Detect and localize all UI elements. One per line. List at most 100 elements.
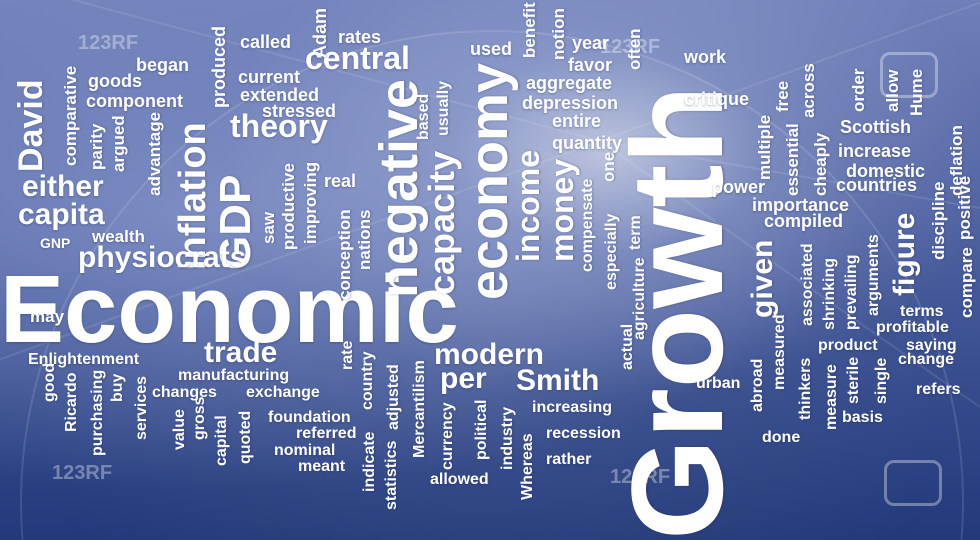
word-arguments: arguments	[865, 234, 882, 316]
word-indicate: indicate	[361, 431, 378, 492]
word-compare: compare	[957, 247, 976, 318]
word-modern: modern	[434, 338, 545, 371]
word-economy: economy	[459, 62, 519, 300]
word-entire: entire	[552, 111, 602, 131]
word-productive: productive	[279, 163, 298, 250]
word-wealth: wealth	[92, 227, 145, 246]
word-goods: goods	[88, 71, 142, 91]
word-smith: Smith	[516, 364, 600, 397]
word-money: money	[544, 158, 580, 262]
word-either: either	[22, 170, 104, 203]
word-services: services	[133, 375, 150, 440]
word-rather: rather	[546, 451, 592, 468]
word-order: order	[849, 68, 868, 112]
watermark-camera-icon	[884, 460, 942, 506]
word-thinkers: thinkers	[797, 357, 814, 420]
word-gnp: GNP	[40, 235, 71, 251]
word-usually: usually	[435, 80, 452, 136]
word-compiled: compiled	[764, 211, 844, 231]
word-economic: Economic	[0, 256, 459, 363]
word-notion: notion	[549, 8, 568, 60]
word-shrinking: shrinking	[821, 257, 838, 330]
word-depression: depression	[522, 93, 619, 113]
watermark-text: 123RF	[610, 466, 671, 488]
word-david: David	[12, 79, 50, 172]
word-increasing: increasing	[532, 399, 613, 416]
word-physiocrats: physiocrats	[78, 241, 247, 274]
word-income: income	[510, 149, 546, 262]
word-sterile: sterile	[845, 356, 862, 404]
word-quoted: quoted	[237, 410, 254, 464]
word-increase: increase	[838, 141, 912, 161]
word-figure: figure	[888, 212, 921, 296]
word-critique: critique	[684, 89, 750, 109]
word-prevailing: prevailing	[843, 254, 860, 330]
word-compensate: compensate	[579, 178, 596, 272]
word-industry: industry	[499, 406, 516, 470]
word-abroad: abroad	[749, 358, 766, 412]
word-power: power	[712, 177, 766, 197]
word-given: given	[746, 239, 779, 318]
word-multiple: multiple	[755, 114, 774, 180]
word-purchasing: purchasing	[89, 369, 106, 456]
word-adam: Adam	[310, 7, 330, 58]
word-trade: trade	[204, 336, 278, 369]
word-domestic: domestic	[846, 161, 926, 181]
word-conception: conception	[335, 209, 354, 300]
word-one: one	[599, 151, 618, 182]
watermark-camera-icon	[880, 52, 938, 98]
word-current: current	[238, 67, 301, 87]
word-advantage: advantage	[145, 111, 164, 196]
watermark-text: 123RF	[78, 32, 139, 54]
word-aggregate: aggregate	[526, 73, 613, 93]
word-profitable: profitable	[876, 319, 949, 336]
word-component: component	[86, 91, 183, 111]
word-saying: saying	[906, 337, 957, 354]
word-buy: buy	[109, 373, 126, 402]
word-cheaply: cheaply	[811, 132, 830, 196]
word-favor: favor	[568, 55, 613, 75]
word-ricardo: Ricardo	[63, 372, 80, 432]
word-parity: parity	[87, 123, 106, 170]
word-countries: countries	[836, 175, 918, 195]
word-benefit: benefit	[520, 2, 539, 58]
word-single: single	[873, 357, 890, 404]
word-capacity: capacity	[421, 150, 462, 295]
word-scottish: Scottish	[840, 117, 912, 137]
word-theory: theory	[230, 108, 328, 144]
word-extended: extended	[240, 85, 320, 105]
word-especially: especially	[603, 213, 620, 291]
word-basis: basis	[842, 409, 883, 426]
word-whereas: Whereas	[519, 433, 536, 500]
word-good: good	[41, 362, 58, 402]
word-free: free	[773, 80, 792, 112]
word-central: central	[305, 40, 410, 76]
word-gross: gross	[191, 396, 208, 440]
word-changes: changes	[152, 384, 217, 401]
word-measured: measured	[771, 314, 788, 390]
word-essential: essential	[783, 123, 802, 196]
word-political: political	[473, 399, 490, 460]
word-actual: actual	[619, 323, 636, 370]
word-refers: refers	[916, 381, 961, 398]
word-improving: improving	[301, 161, 320, 244]
word-argued: argued	[109, 115, 128, 172]
word-manufacturing: manufacturing	[178, 367, 290, 384]
word-recession: recession	[546, 425, 621, 442]
word-called: called	[240, 32, 292, 52]
word-quantity: quantity	[552, 133, 622, 153]
word-referred: referred	[296, 425, 357, 442]
word-work: work	[684, 47, 727, 67]
word-measure: measure	[823, 364, 840, 430]
word-rates: rates	[338, 27, 382, 47]
word-nominal: nominal	[274, 442, 336, 459]
word-associated: associated	[799, 243, 816, 326]
word-produced: produced	[209, 25, 229, 108]
word-comparative: comparative	[61, 65, 80, 166]
watermark-text: 123RF	[600, 36, 661, 58]
word-adjusted: adjusted	[385, 364, 402, 430]
word-meant: meant	[298, 458, 346, 475]
word-across: across	[799, 63, 818, 118]
word-based: based	[415, 93, 432, 140]
